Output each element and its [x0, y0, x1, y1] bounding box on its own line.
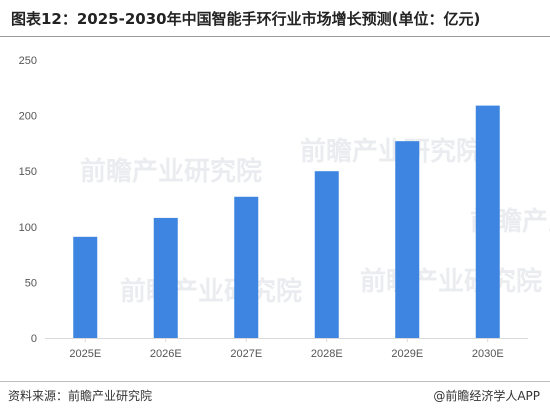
x-tick-label: 2027E — [230, 348, 262, 360]
y-tick-label: 200 — [19, 111, 37, 123]
bar-2025E — [73, 236, 98, 338]
bar-chart: 前瞻产业研究院前瞻产业研究院前瞻产业研究院前瞻产业研究院前瞻产业研究院 2025… — [19, 55, 550, 360]
title-divider — [0, 36, 550, 37]
bar-2029E — [395, 141, 420, 338]
watermark-text: 前瞻产业研究院 — [80, 156, 262, 187]
brand-credit: @前瞻经济学人APP — [433, 389, 540, 403]
source-note: 资料来源：前瞻产业研究院 — [8, 389, 153, 403]
x-tick-label: 2028E — [311, 348, 343, 360]
watermark-layer: 前瞻产业研究院前瞻产业研究院前瞻产业研究院前瞻产业研究院前瞻产业研究院 — [80, 136, 550, 307]
y-tick-label: 50 — [25, 277, 37, 289]
chart-axes — [45, 338, 528, 342]
footer-divider — [0, 381, 550, 382]
x-axis-labels: 2025E 2026E 2027E 2028E 2029E 2030E — [69, 348, 503, 360]
watermark-text: 前瞻产业研究院 — [360, 266, 542, 297]
y-tick-label: 250 — [19, 55, 37, 67]
x-tick-label: 2029E — [391, 348, 423, 360]
x-tick-label: 2030E — [472, 348, 504, 360]
bar-series — [73, 105, 500, 338]
y-tick-label: 150 — [19, 166, 37, 178]
y-tick-label: 100 — [19, 222, 37, 234]
y-axis-labels: 0 50 100 150 200 250 — [19, 55, 37, 345]
watermark-text: 前瞻产业研究院 — [120, 276, 302, 307]
watermark-text: 前瞻产业研究院 — [300, 136, 482, 167]
chart-title: 图表12：2025-2030年中国智能手环行业市场增长预测(单位：亿元) — [11, 10, 481, 28]
bar-2026E — [153, 217, 178, 338]
bar-2030E — [475, 105, 500, 338]
bar-2027E — [234, 196, 259, 338]
x-tick-label: 2025E — [69, 348, 101, 360]
y-tick-label: 0 — [31, 333, 37, 345]
bar-2028E — [314, 171, 339, 338]
x-tick-label: 2026E — [150, 348, 182, 360]
